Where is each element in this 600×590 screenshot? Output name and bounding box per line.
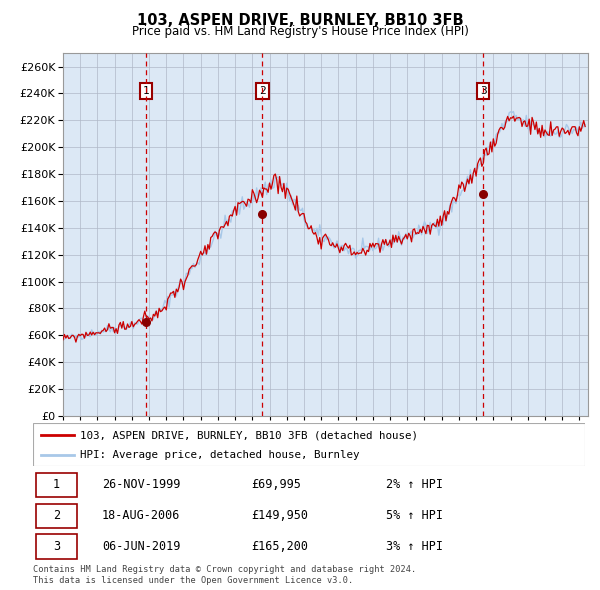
Text: HPI: Average price, detached house, Burnley: HPI: Average price, detached house, Burn… — [80, 450, 359, 460]
Text: 2: 2 — [259, 86, 266, 96]
Text: 103, ASPEN DRIVE, BURNLEY, BB10 3FB (detached house): 103, ASPEN DRIVE, BURNLEY, BB10 3FB (det… — [80, 430, 418, 440]
Text: 1: 1 — [143, 86, 149, 96]
Text: 2% ↑ HPI: 2% ↑ HPI — [386, 478, 443, 491]
Text: £165,200: £165,200 — [251, 540, 308, 553]
Text: 18-AUG-2006: 18-AUG-2006 — [102, 509, 181, 522]
Text: 26-NOV-1999: 26-NOV-1999 — [102, 478, 181, 491]
Text: 06-JUN-2019: 06-JUN-2019 — [102, 540, 181, 553]
Text: Contains HM Land Registry data © Crown copyright and database right 2024.
This d: Contains HM Land Registry data © Crown c… — [33, 565, 416, 585]
Text: 1: 1 — [53, 478, 60, 491]
Bar — [36, 535, 77, 559]
Text: 3: 3 — [53, 540, 60, 553]
Text: 3: 3 — [480, 86, 487, 96]
Text: 103, ASPEN DRIVE, BURNLEY, BB10 3FB: 103, ASPEN DRIVE, BURNLEY, BB10 3FB — [137, 13, 463, 28]
Text: Price paid vs. HM Land Registry's House Price Index (HPI): Price paid vs. HM Land Registry's House … — [131, 25, 469, 38]
Bar — [36, 473, 77, 497]
Text: 2: 2 — [53, 509, 60, 522]
Text: £69,995: £69,995 — [251, 478, 301, 491]
Text: 5% ↑ HPI: 5% ↑ HPI — [386, 509, 443, 522]
Text: 3% ↑ HPI: 3% ↑ HPI — [386, 540, 443, 553]
Bar — [36, 503, 77, 528]
Text: £149,950: £149,950 — [251, 509, 308, 522]
